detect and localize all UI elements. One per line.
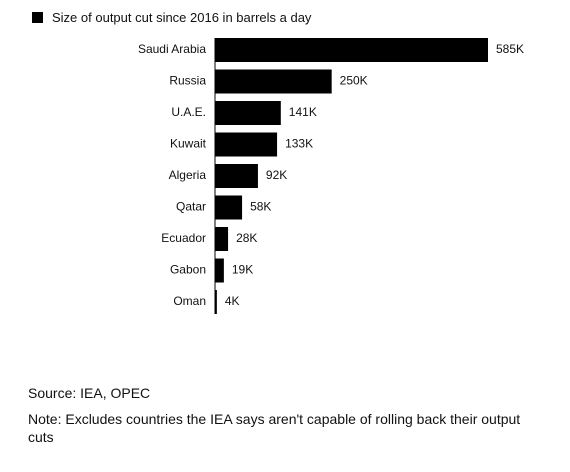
- category-label: Oman: [173, 294, 206, 308]
- category-label: Saudi Arabia: [138, 42, 206, 56]
- data-label: 28K: [236, 231, 257, 245]
- category-label: Gabon: [170, 263, 206, 277]
- category-label: Russia: [169, 74, 206, 88]
- data-label: 4K: [225, 294, 240, 308]
- bar: [215, 132, 278, 157]
- data-label: 19K: [232, 263, 253, 277]
- data-label: 585K: [496, 42, 524, 56]
- legend-label: Size of output cut since 2016 in barrels…: [52, 9, 312, 25]
- bar: [215, 290, 217, 314]
- bar-chart: Saudi Arabia 585K Russia 250K U.A.E. 141K Kuwa…: [138, 38, 524, 314]
- category-label: Qatar: [176, 200, 206, 214]
- bar: [215, 227, 229, 251]
- bar: [215, 101, 281, 125]
- source-note: Source: IEA, OPEC: [28, 385, 151, 401]
- data-label: 58K: [250, 200, 271, 214]
- category-label: Algeria: [169, 168, 207, 182]
- data-label: 141K: [289, 105, 317, 119]
- bars-group: Saudi Arabia 585K Russia 250K U.A.E. 141K Kuwa…: [138, 38, 524, 314]
- bar: [215, 38, 488, 62]
- data-label: 92K: [266, 168, 287, 182]
- bar: [215, 258, 224, 283]
- footnote: Note: Excludes countries the IEA says ar…: [28, 411, 521, 445]
- category-label: U.A.E.: [171, 105, 206, 119]
- data-label: 250K: [340, 74, 368, 88]
- category-label: Ecuador: [161, 231, 206, 245]
- data-label: 133K: [285, 137, 313, 151]
- bar: [215, 164, 258, 188]
- category-label: Kuwait: [170, 137, 207, 151]
- bar: [215, 195, 243, 220]
- bar: [215, 69, 332, 94]
- legend: Size of output cut since 2016 in barrels…: [32, 7, 311, 27]
- legend-swatch: [32, 11, 43, 23]
